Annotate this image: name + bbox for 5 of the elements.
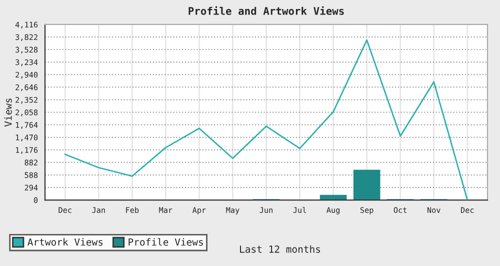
x-axis-title: Last 12 months (240, 245, 320, 253)
legend-label: Profile Views (128, 238, 203, 246)
chart-title: Profile and Artwork Views (188, 6, 344, 15)
y-axis-title: Views (4, 98, 12, 127)
legend-label: Artwork Views (28, 238, 102, 246)
